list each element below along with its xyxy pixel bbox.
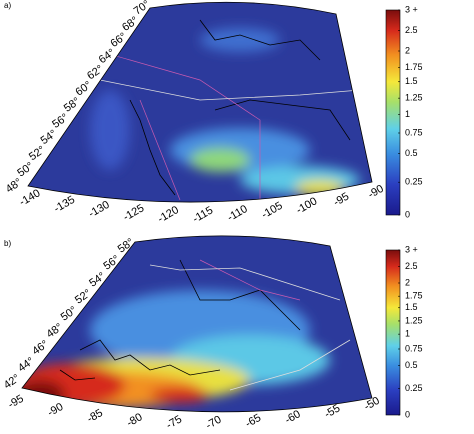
lon-label: -75 — [164, 413, 184, 431]
colorbar-label: 2 — [405, 45, 410, 55]
colorbar-label: 2 — [405, 277, 410, 287]
colorbar-label: 3 + — [405, 4, 418, 14]
lon-label: -130 — [87, 199, 112, 220]
colorbar-label: 0 — [405, 409, 410, 419]
lon-label: -65 — [243, 412, 263, 430]
lon-label: -60 — [283, 408, 303, 426]
colorbar-label: 0.5 — [405, 148, 418, 158]
colorbar-label: 1.5 — [405, 302, 418, 312]
lon-label: -135 — [52, 194, 77, 215]
colorbar-label: 1 — [405, 109, 410, 119]
panel-label: b) — [4, 239, 11, 248]
colorbar-label: 1.5 — [405, 76, 418, 86]
colorbar-label: 1 — [405, 329, 410, 339]
coastlines — [129, 19, 351, 196]
lon-label: -140 — [17, 187, 42, 208]
lon-label: -95 — [331, 191, 351, 209]
colorbar — [385, 9, 401, 216]
lon-label: -105 — [260, 200, 285, 221]
colorbar-label: 0 — [405, 209, 410, 219]
colorbar-label: 0.25 — [405, 177, 423, 187]
colorbar-label: 1.25 — [405, 93, 423, 103]
colorbar-label: 2.5 — [405, 25, 418, 35]
lon-label: -110 — [225, 203, 249, 224]
data-field — [90, 28, 360, 196]
lon-label: -90 — [46, 401, 66, 419]
borders — [99, 79, 361, 101]
lat-label: 42° — [2, 372, 23, 391]
map-frame — [21, 235, 373, 413]
colorbar-label: 0.75 — [405, 127, 423, 137]
map-b — [21, 235, 373, 413]
map-frame — [27, 1, 373, 203]
colorbar-label: 0.5 — [405, 360, 418, 370]
borders — [149, 264, 351, 391]
lon-label: -90 — [366, 183, 386, 201]
lon-label: -100 — [294, 195, 319, 216]
lon-label: -85 — [85, 407, 105, 425]
lon-label: -125 — [121, 202, 146, 223]
panel-label: a) — [4, 1, 11, 10]
colorbar-label: 2.5 — [405, 261, 418, 271]
colorbar-label: 3 + — [405, 244, 418, 254]
borders — [59, 39, 261, 201]
colorbar-label: 0.25 — [405, 383, 423, 393]
borders — [199, 259, 301, 301]
lon-label: -80 — [125, 411, 145, 429]
lon-label: -70 — [204, 414, 224, 432]
colorbar-label: 0.75 — [405, 343, 423, 353]
lon-label: -95 — [6, 393, 26, 411]
lat-label: 44° — [16, 355, 37, 374]
colorbar-label: 1.25 — [405, 315, 423, 325]
colorbar — [385, 249, 401, 416]
colorbar-label: 1.75 — [405, 291, 423, 301]
map-a — [27, 1, 373, 203]
coastlines — [59, 259, 301, 381]
colorbar-label: 1.75 — [405, 62, 423, 72]
lon-label: -115 — [191, 204, 215, 225]
lon-label: -120 — [156, 204, 181, 225]
